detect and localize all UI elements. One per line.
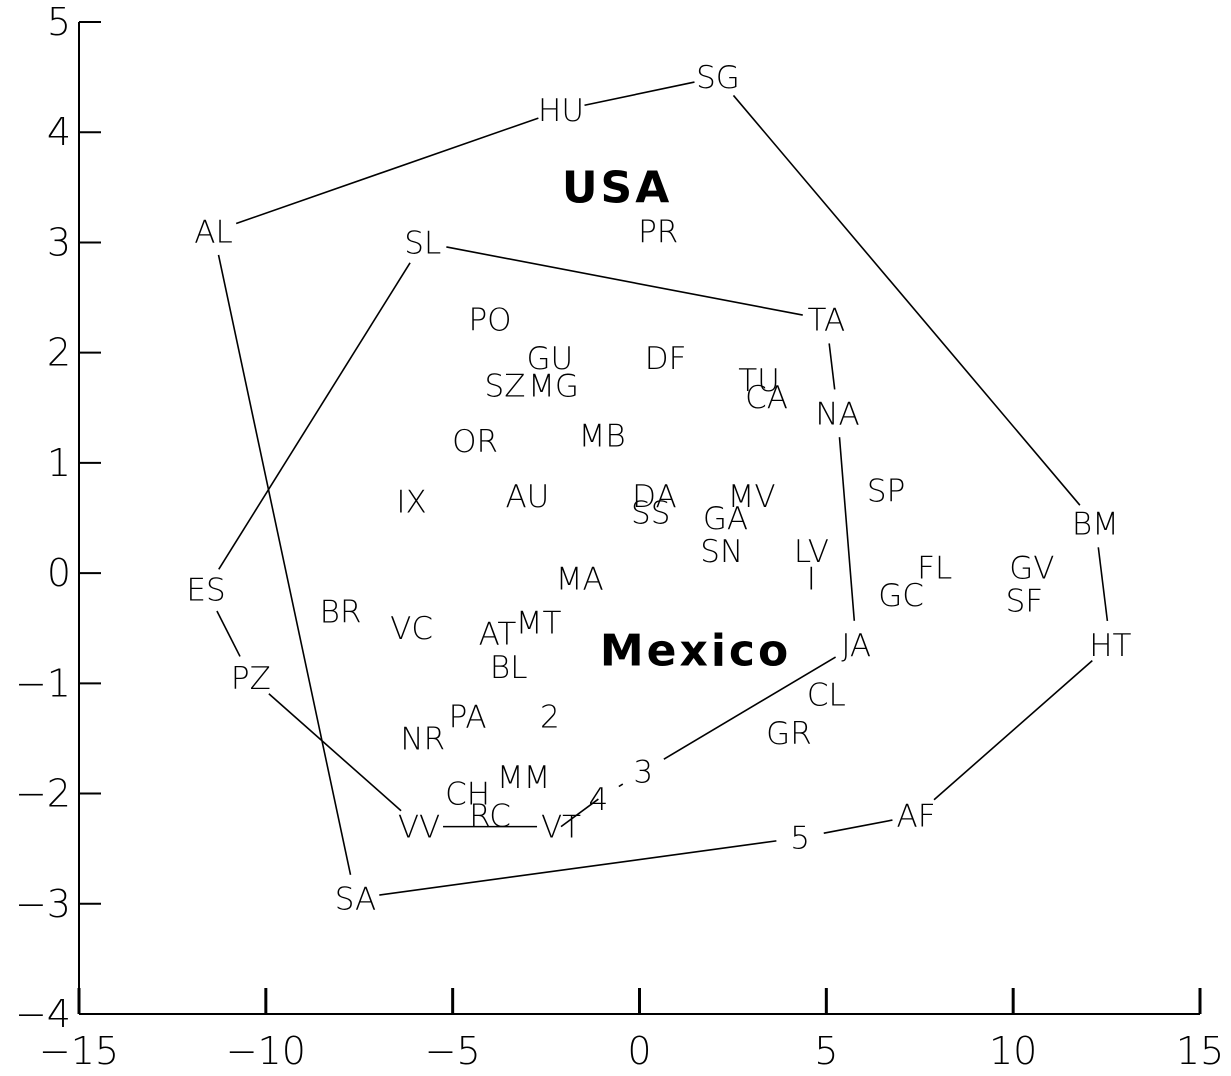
y-tick-label: 0 [47,551,71,595]
hull-line-JA-3 [663,656,837,760]
point-4: 4 [589,782,609,818]
x-tick-label: 15 [1176,1029,1224,1073]
point-MT: MT [516,606,562,642]
point-MG: MG [528,369,579,405]
point-GA: GA [703,501,748,537]
hull-line-TA-NA [828,343,836,390]
x-tick-label: 10 [989,1029,1037,1073]
point-VC: VC [390,611,433,647]
point-MV: MV [728,479,776,515]
y-tick-label: 3 [47,220,71,264]
hull-line-5-SA [379,840,777,896]
point-TU: TU [738,363,780,399]
point-AU: AU [505,479,549,515]
point-BL: BL [490,650,528,686]
y-tick-label: 5 [47,0,71,44]
point-RC: RC [469,799,511,835]
point-SL: SL [404,225,441,261]
point-HT: HT [1089,628,1131,664]
point-SA: SA [335,881,376,917]
point-labels: SG HU AL SL PR TA PO GU DF TU SZ MG CA NA MB OR SP IX AU DA… [186,60,1131,917]
point-PO: PO [468,303,511,339]
hull-line-NA-JA [838,437,856,621]
point-NA: NA [815,396,859,432]
y-tick-label: −3 [15,882,71,926]
point-SG: SG [696,60,740,96]
hull-line-AF-5 [823,819,893,834]
point-I: I [807,562,816,598]
point-BR: BR [320,595,362,631]
point-VV: VV [398,810,440,846]
point-CH: CH [445,777,490,813]
point-SZ: SZ [485,369,526,405]
point-PR: PR [638,214,678,250]
hull-line-ES-SL [218,262,411,570]
y-tick-label: 4 [47,110,71,154]
point-AL: AL [194,214,232,250]
point-MA: MA [556,562,604,598]
point-BM: BM [1072,507,1119,543]
point-CL: CL [807,677,846,713]
point-5: 5 [790,821,810,857]
point-AF: AF [896,799,935,835]
hull-line-SA-AL [217,254,352,875]
x-tick-label: 0 [627,1029,651,1073]
point-SF: SF [1006,584,1044,620]
point-DA: DA [632,479,677,515]
point-MM: MM [497,760,551,796]
point-ES: ES [186,573,225,609]
y-tick-label: −4 [15,992,71,1036]
x-tick-label: −15 [39,1029,119,1073]
point-3: 3 [633,755,653,791]
point-DF: DF [645,341,687,377]
y-tick-label: 2 [47,331,71,375]
hull-line-BM-HT [1097,547,1109,622]
y-tick-label: −2 [15,772,71,816]
point-VT: VT [541,810,581,846]
point-AT: AT [479,617,517,653]
y-tick-label: 1 [47,441,71,485]
hull-line-3-4 [618,783,624,788]
point-MB: MB [579,418,626,454]
point-GC: GC [878,578,924,614]
point-SS: SS [631,495,670,531]
hull-line-SG-BM [732,94,1081,506]
hull-line-VV-PZ [268,693,402,812]
hull-lines [216,81,1109,896]
hull-line-SL-TA [446,246,803,316]
hull-line-HU-SG [584,81,695,107]
x-tick-label: −10 [226,1029,306,1073]
point-SN: SN [700,534,743,570]
point-GV: GV [1009,551,1054,587]
x-tick-label: −5 [425,1029,481,1073]
point-IX: IX [396,484,426,520]
x-tick-label: 5 [814,1029,838,1073]
point-PZ: PZ [231,661,271,697]
y-tick-label: −1 [15,661,71,705]
hull-line-PZ-ES [216,610,241,657]
region-label-usa: USA [562,162,672,213]
point-PA: PA [449,699,487,735]
hull-line-4-VT [560,798,599,828]
point-2: 2 [540,699,560,735]
point-SP: SP [867,473,905,509]
point-CA: CA [745,380,788,416]
point-HU: HU [538,93,584,129]
hull-line-HT-AF [933,660,1093,801]
point-GU: GU [526,341,573,377]
point-OR: OR [452,424,498,460]
region-label-mexico: Mexico [600,625,791,676]
point-GR: GR [766,716,812,752]
point-NR: NR [400,721,445,757]
point-LV: LV [794,534,829,570]
point-FL: FL [917,551,952,587]
hull-line-AL-HU [235,117,539,225]
point-TA: TA [807,303,845,339]
point-JA: JA [841,628,871,664]
region-labels: USA Mexico [562,162,791,676]
